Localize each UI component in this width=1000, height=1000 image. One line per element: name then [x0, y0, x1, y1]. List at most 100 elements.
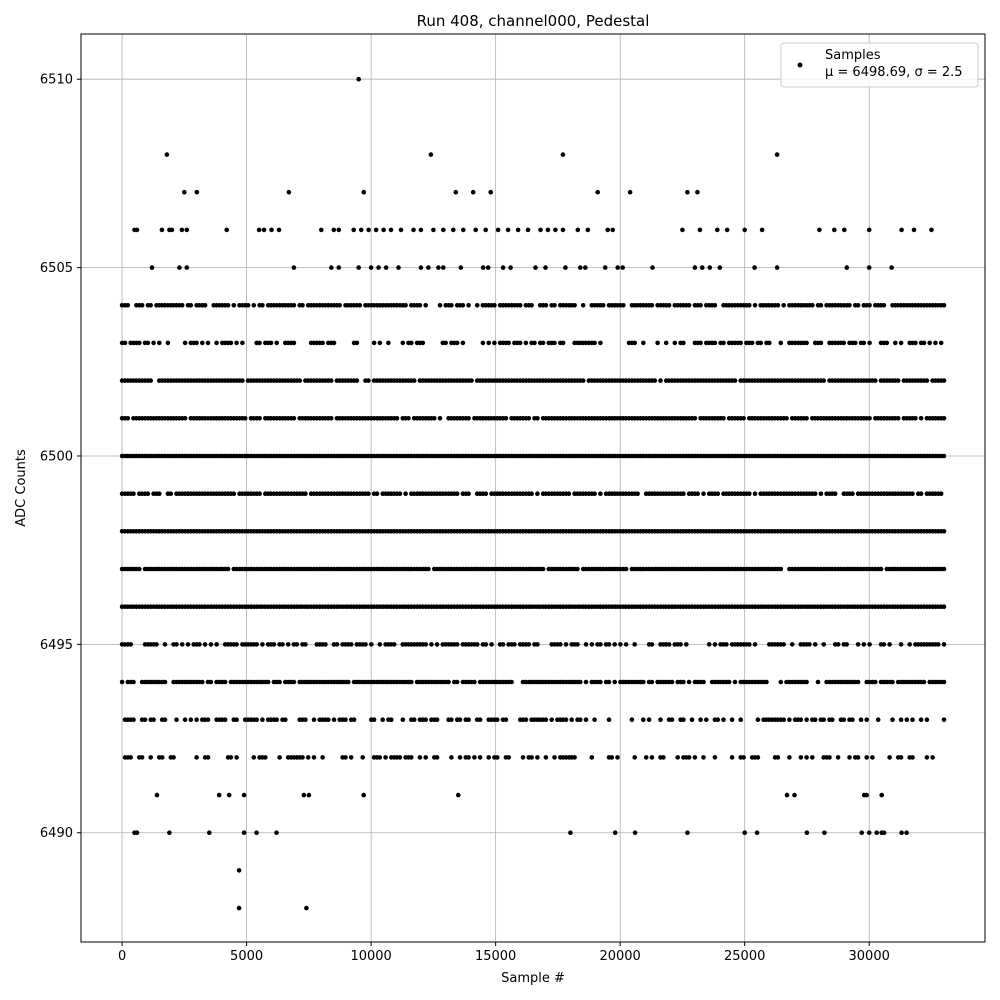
- sample-point: [580, 303, 586, 308]
- sample-point: [483, 491, 489, 497]
- sample-point: [466, 717, 471, 722]
- sample-point: [149, 265, 155, 270]
- sample-point: [669, 679, 675, 685]
- sample-point: [276, 227, 282, 233]
- sample-point: [257, 416, 262, 421]
- chart-title: Run 408, channel000, Pedestal: [417, 12, 650, 30]
- sample-point: [368, 265, 374, 270]
- sample-point: [492, 303, 497, 308]
- sample-point: [162, 717, 168, 722]
- sample-point: [454, 642, 460, 647]
- sample-point: [351, 717, 357, 722]
- sample-point: [929, 227, 934, 233]
- sample-point: [742, 830, 747, 835]
- sample-point: [543, 755, 549, 760]
- sample-point: [778, 566, 784, 572]
- sample-point: [532, 340, 537, 346]
- sample-point: [658, 378, 663, 383]
- sample-point: [812, 491, 818, 497]
- sample-point: [431, 227, 436, 233]
- sample-point: [729, 717, 735, 722]
- sample-point: [257, 340, 262, 346]
- sample-point: [666, 303, 672, 308]
- sample-point: [139, 303, 145, 308]
- sample-point: [423, 755, 429, 760]
- sample-point: [458, 265, 464, 270]
- sample-point: [131, 679, 136, 685]
- sample-point: [804, 679, 809, 685]
- sample-point: [271, 642, 277, 647]
- sample-point: [377, 755, 383, 760]
- sample-point: [598, 679, 603, 685]
- sample-point: [535, 755, 540, 760]
- sample-point: [804, 340, 809, 346]
- sample-point: [804, 416, 809, 421]
- sample-point: [409, 340, 414, 346]
- sample-point: [807, 642, 812, 647]
- sample-point: [612, 830, 618, 835]
- sample-point: [649, 755, 655, 760]
- sample-point: [535, 491, 540, 497]
- sample-point: [242, 416, 248, 421]
- x-tick-label: 30000: [849, 949, 890, 964]
- sample-point: [641, 717, 646, 722]
- sample-point: [366, 491, 371, 497]
- sample-point: [855, 755, 861, 760]
- sample-point: [861, 340, 867, 346]
- sample-point: [583, 642, 589, 647]
- sample-point: [182, 340, 188, 346]
- sample-point: [383, 755, 388, 760]
- sample-point: [936, 642, 941, 647]
- sample-point: [291, 303, 297, 308]
- sample-point: [394, 416, 400, 421]
- sample-point: [159, 755, 165, 760]
- sample-point: [804, 830, 810, 835]
- sample-point: [759, 227, 765, 233]
- sample-point: [615, 265, 620, 270]
- sample-point: [311, 717, 317, 722]
- sample-point: [449, 303, 454, 308]
- sample-point: [241, 830, 247, 835]
- sample-point: [598, 642, 603, 647]
- sample-point: [879, 792, 884, 798]
- sample-point: [122, 340, 128, 346]
- sample-point: [500, 642, 506, 647]
- sample-point: [343, 755, 348, 760]
- sample-point: [236, 905, 242, 911]
- sample-point: [692, 755, 698, 760]
- sample-point: [864, 717, 869, 722]
- sample-point: [810, 755, 815, 760]
- sample-point: [256, 227, 262, 233]
- sample-point: [755, 755, 761, 760]
- sample-point: [778, 679, 784, 685]
- x-tick-label: 25000: [724, 949, 765, 964]
- sample-point: [185, 642, 191, 647]
- sample-point: [535, 642, 540, 647]
- sample-point: [512, 642, 517, 647]
- sample-point: [397, 491, 403, 497]
- sample-point: [632, 642, 637, 647]
- sample-point: [260, 717, 265, 722]
- sample-point: [627, 189, 633, 195]
- sample-point: [701, 755, 706, 760]
- sample-point: [649, 303, 655, 308]
- sample-point: [924, 717, 930, 722]
- sample-point: [291, 679, 297, 685]
- sample-point: [142, 717, 148, 722]
- sample-point: [867, 416, 872, 421]
- sample-point: [480, 265, 486, 270]
- sample-point: [898, 340, 904, 346]
- sample-point: [583, 717, 589, 722]
- sample-point: [844, 642, 849, 647]
- sample-point: [363, 642, 368, 647]
- sample-point: [818, 303, 824, 308]
- sample-point: [775, 755, 781, 760]
- sample-point: [177, 265, 182, 270]
- sample-point: [254, 642, 259, 647]
- sample-point: [417, 755, 423, 760]
- sample-point: [606, 717, 612, 722]
- sample-point: [506, 755, 512, 760]
- sample-point: [938, 491, 944, 497]
- sample-point: [508, 265, 513, 270]
